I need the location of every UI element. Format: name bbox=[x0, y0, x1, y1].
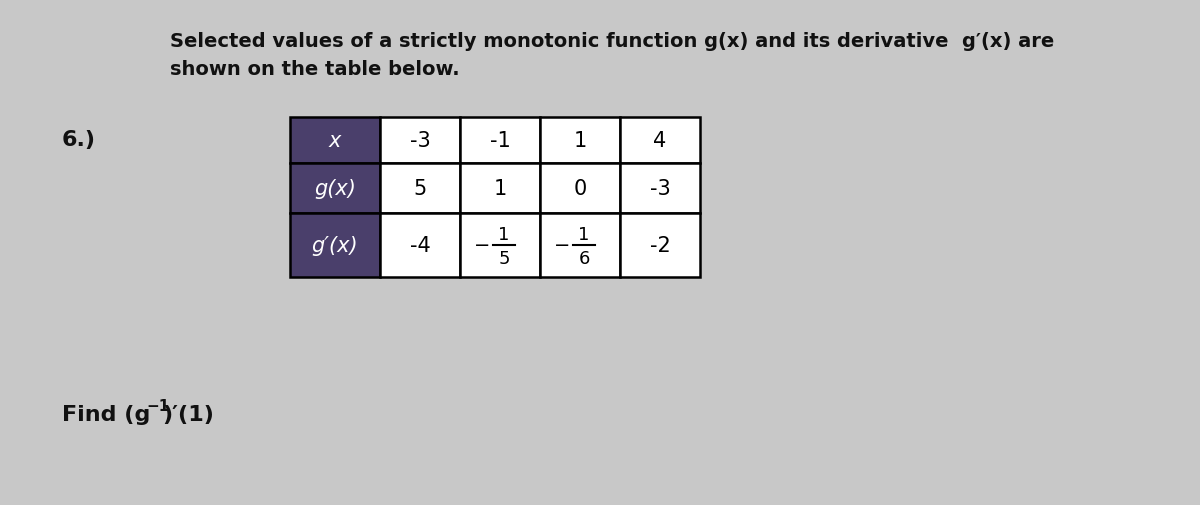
Text: 1: 1 bbox=[578, 226, 589, 243]
Bar bbox=[540, 164, 620, 214]
Text: 1: 1 bbox=[574, 131, 587, 150]
Text: x: x bbox=[329, 131, 341, 150]
Text: -3: -3 bbox=[409, 131, 431, 150]
Bar bbox=[380, 118, 460, 164]
Text: 5: 5 bbox=[498, 249, 510, 268]
Bar bbox=[460, 164, 540, 214]
Bar bbox=[540, 214, 620, 277]
Bar bbox=[290, 214, 380, 277]
Bar bbox=[460, 118, 540, 164]
Text: −: − bbox=[474, 236, 490, 255]
Bar bbox=[380, 164, 460, 214]
Text: 1: 1 bbox=[493, 179, 506, 198]
Text: 5: 5 bbox=[413, 179, 427, 198]
Text: -1: -1 bbox=[490, 131, 510, 150]
Text: shown on the table below.: shown on the table below. bbox=[170, 60, 460, 79]
Text: 1: 1 bbox=[498, 226, 510, 243]
Bar bbox=[620, 118, 700, 164]
Text: )′(1): )′(1) bbox=[162, 404, 214, 424]
Bar bbox=[290, 118, 380, 164]
Text: 6: 6 bbox=[578, 249, 589, 268]
Text: -4: -4 bbox=[409, 235, 431, 256]
Text: -2: -2 bbox=[649, 235, 671, 256]
Text: 4: 4 bbox=[653, 131, 667, 150]
Text: g(x): g(x) bbox=[314, 179, 356, 198]
Text: g′(x): g′(x) bbox=[312, 235, 359, 256]
Bar bbox=[540, 118, 620, 164]
Bar bbox=[290, 164, 380, 214]
Text: Find (g: Find (g bbox=[62, 404, 150, 424]
Bar bbox=[620, 164, 700, 214]
Bar bbox=[460, 214, 540, 277]
Text: 6.): 6.) bbox=[62, 130, 96, 149]
Text: −1: −1 bbox=[146, 399, 169, 414]
Bar bbox=[620, 214, 700, 277]
Text: -3: -3 bbox=[649, 179, 671, 198]
Text: Selected values of a strictly monotonic function g(x) and its derivative  g′(x) : Selected values of a strictly monotonic … bbox=[170, 32, 1055, 51]
Bar bbox=[380, 214, 460, 277]
Text: 0: 0 bbox=[574, 179, 587, 198]
Text: −: − bbox=[554, 236, 570, 255]
